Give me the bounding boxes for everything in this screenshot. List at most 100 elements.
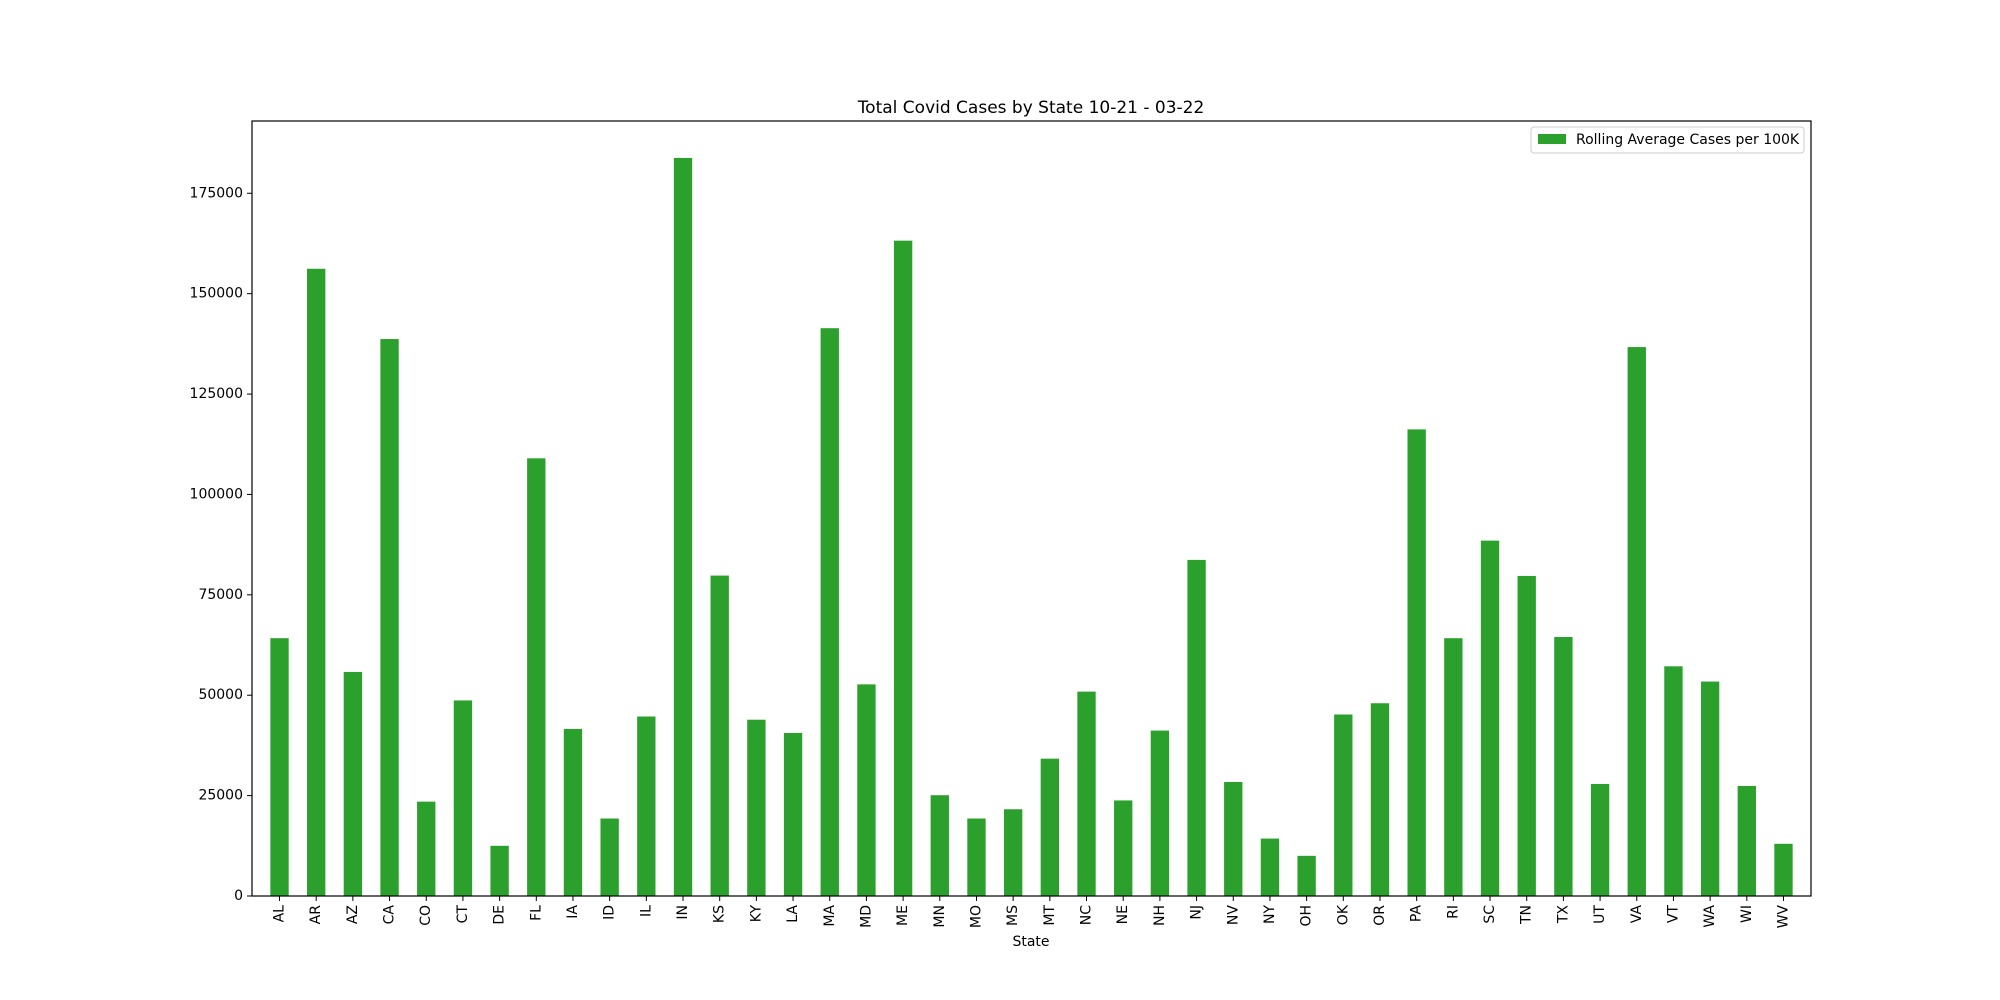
x-tick-label: NE [1115, 905, 1131, 924]
bar-ms [1003, 809, 1023, 896]
x-tick-label: MS [1005, 905, 1021, 926]
chart-title: Total Covid Cases by State 10-21 - 03-22 [857, 98, 1205, 118]
bar-ne [1114, 800, 1133, 896]
bar-wi [1737, 785, 1756, 896]
bar-vt [1664, 666, 1683, 896]
bar-la [783, 732, 803, 896]
bar-nh [1150, 730, 1170, 896]
bar-ny [1260, 838, 1280, 896]
x-axis-ticks: AL AR AZ CA CO CT DE FL IA ID IL IN KS KY LA MA MD ME MN MO… [272, 896, 1791, 929]
x-tick-label: IL [638, 905, 654, 917]
x-tick-label: MO [968, 905, 984, 928]
x-tick-label: AR [308, 905, 324, 925]
y-tick-label: 100000 [190, 486, 243, 502]
bar-ar [307, 268, 326, 896]
bar-me [893, 240, 913, 896]
x-tick-label: TX [1555, 905, 1571, 925]
bar-md [857, 684, 876, 896]
bar-ri [1444, 638, 1463, 896]
x-tick-label: IA [565, 905, 581, 919]
bar-pa [1407, 429, 1426, 896]
y-tick-label: 25000 [198, 788, 243, 804]
x-tick-label: AL [272, 905, 288, 923]
x-tick-label: IN [675, 905, 691, 920]
bar-tx [1554, 637, 1573, 896]
bar-in [673, 157, 693, 896]
legend-box [1530, 126, 1805, 154]
bar-ky [747, 719, 766, 896]
bar-wv [1774, 843, 1793, 896]
bars-group [270, 157, 1793, 897]
x-tick-label: WA [1702, 905, 1718, 928]
x-tick-label: KS [712, 905, 728, 923]
x-tick-label: OK [1335, 904, 1351, 925]
x-tick-label: VT [1665, 905, 1681, 924]
bar-de [490, 845, 509, 896]
bar-or [1370, 703, 1390, 896]
x-tick-label: VA [1629, 905, 1645, 924]
x-tick-label: NY [1262, 905, 1278, 924]
bar-ks [710, 575, 729, 896]
bar-ia [563, 728, 583, 896]
bar-nv [1224, 781, 1243, 896]
bar-ma [820, 328, 839, 896]
bar-oh [1297, 855, 1316, 896]
x-tick-label: FL [528, 905, 544, 921]
x-tick-label: WI [1739, 905, 1755, 923]
x-tick-label: CO [418, 905, 434, 926]
y-tick-label: 0 [234, 888, 243, 904]
bar-tn [1517, 575, 1536, 896]
y-tick-label: 125000 [190, 386, 243, 402]
bar-va [1627, 347, 1646, 897]
x-tick-label: SC [1482, 905, 1498, 924]
x-tick-label: WV [1775, 905, 1791, 929]
x-tick-label: NH [1152, 905, 1168, 926]
bar-nc [1077, 691, 1096, 896]
x-tick-label: CA [382, 905, 398, 925]
y-tick-label: 75000 [198, 587, 243, 603]
bar-fl [527, 458, 546, 896]
bar-al [270, 638, 289, 896]
x-tick-label: LA [785, 905, 801, 923]
bar-ct [453, 700, 473, 896]
bar-il [637, 716, 656, 896]
x-tick-label: PA [1409, 905, 1425, 923]
bar-mn [930, 795, 949, 896]
bar-ca [380, 339, 399, 896]
bar-nj [1187, 559, 1206, 896]
x-tick-label: MT [1042, 905, 1058, 926]
y-tick-label: 150000 [190, 286, 243, 302]
bar-id [600, 818, 619, 896]
bar-sc [1480, 540, 1500, 896]
legend-label: Rolling Average Cases per 100K [1576, 132, 1800, 148]
x-tick-label: TN [1519, 905, 1535, 925]
x-tick-label: ID [602, 905, 618, 920]
bar-co [417, 801, 436, 896]
x-tick-label: MA [822, 905, 838, 927]
y-tick-label: 50000 [198, 687, 243, 703]
x-tick-label: RI [1445, 905, 1461, 919]
x-tick-label: AZ [345, 905, 361, 924]
x-tick-label: OH [1299, 905, 1315, 927]
bar-ut [1590, 783, 1610, 896]
x-tick-label: CT [455, 905, 471, 924]
plot-area-frame [251, 120, 1812, 897]
legend-swatch [1538, 134, 1566, 144]
x-tick-label: OR [1372, 905, 1388, 926]
y-axis-ticks: 0 25000 50000 75000 100000 125000 150000 175000 [190, 185, 252, 904]
x-tick-label: UT [1592, 905, 1608, 924]
x-tick-label: NC [1079, 905, 1095, 925]
bar-mo [967, 818, 986, 896]
x-tick-label: KY [748, 905, 764, 923]
x-tick-label: DE [492, 905, 508, 925]
bar-mt [1040, 758, 1060, 896]
x-tick-label: ME [895, 905, 911, 926]
x-tick-label: MD [858, 905, 874, 928]
bar-wa [1700, 681, 1720, 896]
legend: Rolling Average Cases per 100K [1530, 126, 1805, 154]
bar-ok [1334, 714, 1353, 896]
bar-az [343, 671, 363, 896]
y-tick-label: 175000 [190, 185, 243, 201]
